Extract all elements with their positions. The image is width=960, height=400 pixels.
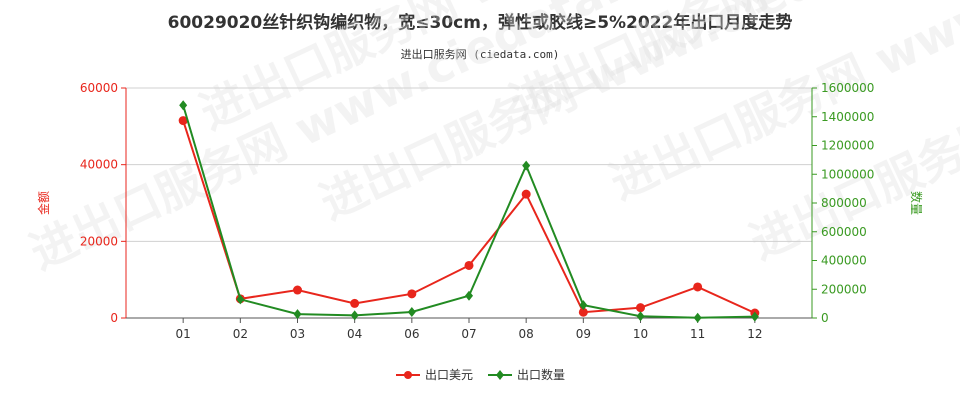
- x-tick-label: 06: [404, 327, 419, 341]
- x-tick-label: 10: [633, 327, 648, 341]
- data-point: [578, 307, 588, 317]
- data-point: [236, 294, 245, 305]
- right-axis-title: 数量: [909, 191, 924, 215]
- left-tick-label: 0: [110, 311, 118, 325]
- left-tick-label: 60000: [80, 81, 118, 95]
- data-point: [293, 285, 302, 295]
- x-tick-label: 02: [233, 327, 248, 341]
- x-tick-label: 03: [290, 327, 305, 341]
- data-point: [179, 100, 188, 111]
- data-point: [522, 160, 531, 171]
- data-point: [636, 303, 645, 313]
- right-tick-label: 400000: [821, 254, 867, 268]
- data-point: [464, 260, 474, 270]
- data-point: [407, 289, 417, 299]
- right-tick-label: 1000000: [821, 167, 874, 181]
- chart-subtitle: 进出口服务网 (ciedata.com): [400, 48, 560, 61]
- legend-swatch-marker: [496, 370, 504, 380]
- legend-label: 出口美元: [425, 368, 473, 382]
- data-point: [636, 311, 645, 322]
- chart-title: 60029020丝针织钩编织物，宽≤30cm，弹性或胶线≥5%2022年出口月度…: [167, 13, 793, 33]
- right-tick-label: 1200000: [821, 139, 874, 153]
- x-tick-label: 08: [519, 327, 534, 341]
- data-point: [521, 189, 531, 199]
- data-point: [693, 312, 702, 323]
- x-tick-label: 12: [747, 327, 762, 341]
- right-tick-label: 200000: [821, 282, 867, 296]
- data-point: [178, 116, 188, 126]
- x-tick-label: 09: [576, 327, 591, 341]
- left-tick-label: 20000: [80, 234, 118, 248]
- data-point: [465, 290, 473, 301]
- tick-labels: 0200004000060000020000040000060000080000…: [36, 81, 924, 341]
- x-tick-label: 04: [347, 327, 362, 341]
- x-tick-label: 01: [176, 327, 191, 341]
- right-tick-label: 800000: [821, 196, 867, 210]
- right-tick-label: 600000: [821, 225, 867, 239]
- data-point: [407, 306, 416, 317]
- x-tick-label: 11: [690, 327, 705, 341]
- data-point: [293, 309, 302, 320]
- legend-label: 出口数量: [517, 367, 565, 382]
- right-tick-label: 0: [821, 311, 829, 325]
- left-axis-title: 金额: [36, 191, 51, 215]
- data-point: [350, 298, 360, 308]
- series-layer: [178, 100, 760, 323]
- data-point: [693, 282, 703, 292]
- legend: 出口美元 出口数量: [396, 367, 565, 382]
- data-point: [750, 311, 759, 322]
- left-tick-label: 40000: [80, 158, 118, 172]
- data-point: [579, 300, 588, 311]
- right-tick-label: 1600000: [821, 81, 874, 95]
- x-tick-label: 07: [461, 327, 476, 341]
- data-point: [350, 310, 359, 321]
- right-tick-label: 1400000: [821, 110, 874, 124]
- legend-swatch-marker: [404, 371, 412, 379]
